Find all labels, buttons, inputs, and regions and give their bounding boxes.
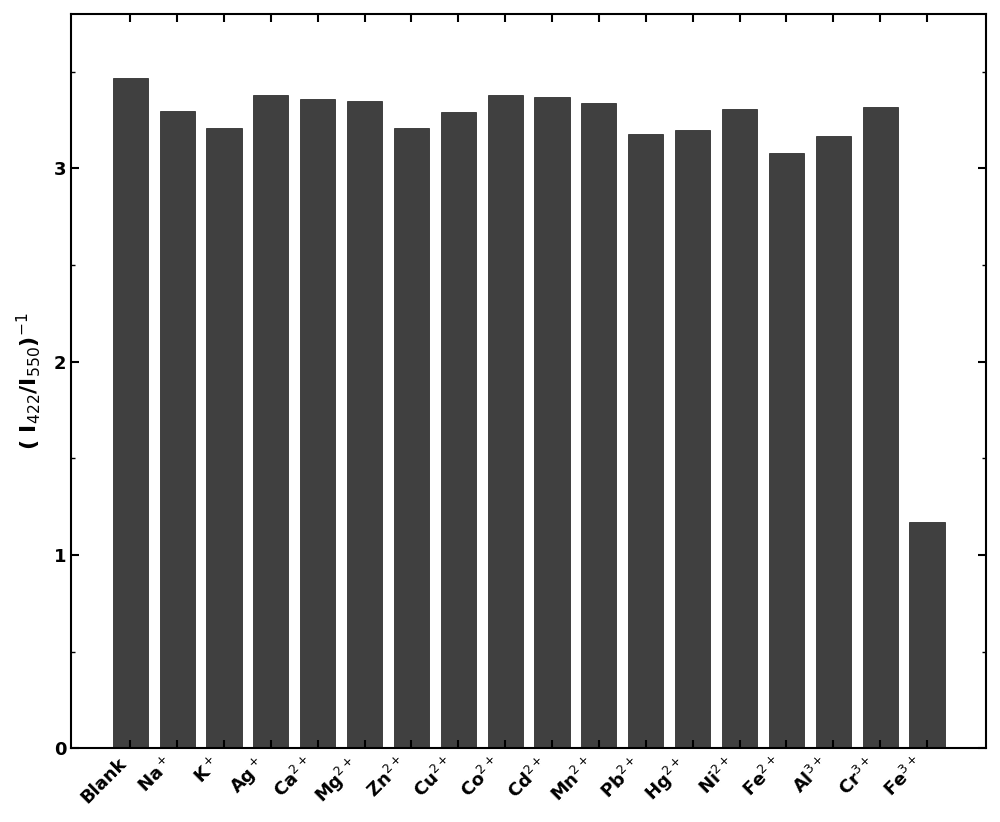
Bar (253, 95, 288, 748)
Bar (581, 103, 616, 748)
Bar (722, 109, 757, 748)
Bar (441, 113, 476, 748)
Bar (534, 97, 570, 748)
Bar (206, 128, 242, 748)
Bar (394, 128, 429, 748)
Bar (347, 101, 382, 748)
Bar (863, 107, 898, 748)
Bar (160, 110, 195, 748)
Y-axis label: ( I$_{422}$/I$_{550}$)$^{-1}$: ( I$_{422}$/I$_{550}$)$^{-1}$ (14, 312, 43, 450)
Bar (769, 153, 804, 748)
Bar (909, 522, 945, 748)
Bar (816, 136, 851, 748)
Bar (300, 99, 335, 748)
Bar (628, 134, 663, 748)
Bar (113, 77, 148, 748)
Bar (675, 130, 710, 748)
Bar (488, 95, 523, 748)
